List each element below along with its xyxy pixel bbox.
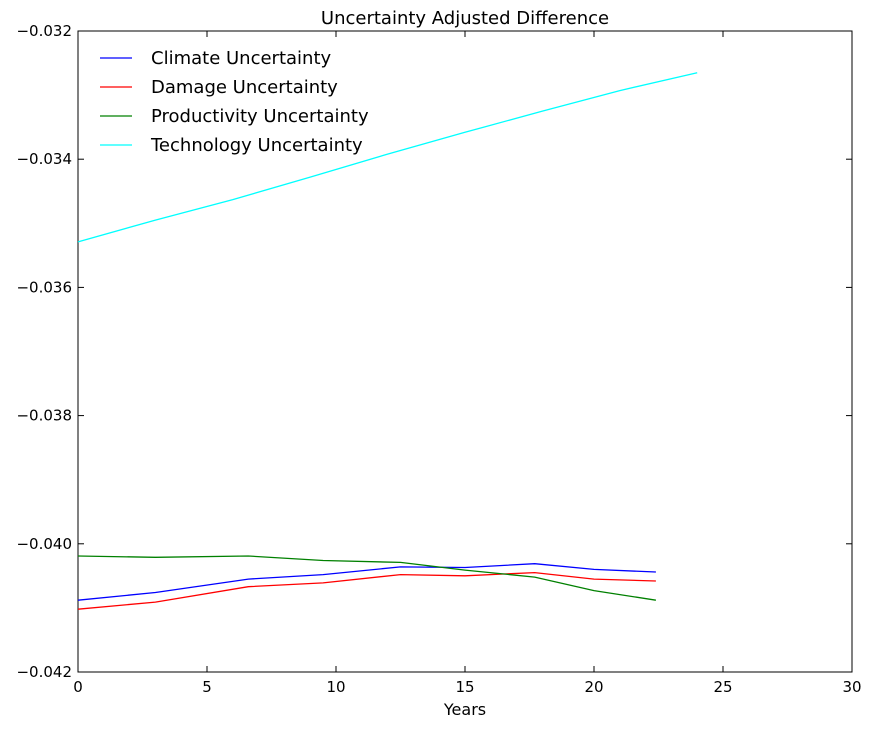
x-tick-label: 5 (202, 678, 212, 696)
x-tick-label: 25 (713, 678, 732, 696)
x-tick-label: 10 (326, 678, 345, 696)
axis-ticks: 0 5 10 15 20 25 30 −0.042 −0.040 −0.038 −0.036 −0.0… (16, 22, 861, 696)
legend-label: Climate Uncertainty (151, 48, 331, 69)
series-line-3 (77, 72, 698, 243)
legend-label: Productivity Uncertainty (151, 106, 369, 127)
y-tick-label: −0.038 (16, 407, 72, 425)
legend-label: Damage Uncertainty (151, 77, 338, 98)
legend-label: Technology Uncertainty (150, 135, 363, 156)
x-tick-label: 30 (842, 678, 861, 696)
x-tick-label: 15 (455, 678, 474, 696)
x-tick-label: 0 (73, 678, 83, 696)
x-axis-label: Years (443, 700, 487, 719)
series-line-2 (77, 555, 656, 601)
legend: Climate Uncertainty Damage Uncertainty Pro… (100, 48, 369, 156)
x-tick-label: 20 (584, 678, 603, 696)
y-tick-label: −0.040 (16, 535, 72, 553)
chart-title: Uncertainty Adjusted Difference (320, 8, 610, 29)
y-tick-label: −0.034 (16, 150, 72, 168)
series-lines (77, 72, 698, 610)
y-tick-label: −0.036 (16, 278, 72, 296)
series-line-1 (77, 571, 656, 610)
y-tick-label: −0.042 (16, 663, 72, 681)
y-tick-label: −0.032 (16, 22, 72, 40)
series-line-0 (77, 563, 656, 601)
